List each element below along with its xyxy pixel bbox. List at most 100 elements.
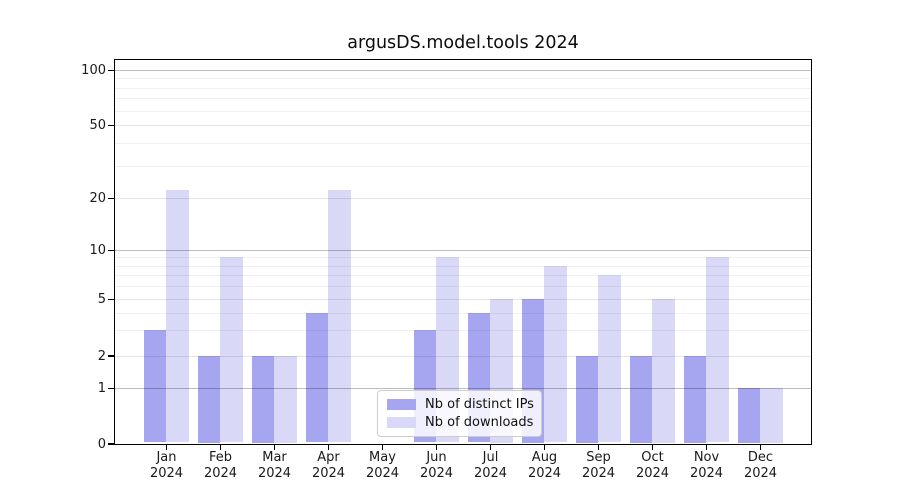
bar-ips-jan bbox=[143, 330, 166, 443]
x-tick-month: Feb bbox=[208, 450, 233, 465]
gridline-50 bbox=[115, 125, 811, 126]
gridline-minor-9 bbox=[115, 257, 811, 259]
x-tick-year: 2024 bbox=[203, 465, 238, 481]
bar-downloads-nov bbox=[706, 257, 729, 443]
gridline-minor-7 bbox=[115, 275, 811, 277]
x-tick-mark-may bbox=[381, 445, 384, 450]
x-tick-mark-oct bbox=[651, 445, 654, 450]
x-tick-month: Jul bbox=[482, 450, 499, 465]
x-tick-mark-apr bbox=[327, 445, 330, 450]
bar-ips-feb bbox=[197, 355, 220, 443]
y-tick-mark-100 bbox=[108, 69, 114, 72]
x-tick-label-feb: Feb 2024 bbox=[189, 450, 253, 481]
bar-downloads-sep bbox=[598, 275, 621, 443]
x-tick-year: 2024 bbox=[311, 465, 346, 481]
y-tick-mark-5 bbox=[108, 298, 114, 301]
x-tick-year: 2024 bbox=[365, 465, 400, 481]
legend-label-downloads: Nb of downloads bbox=[425, 414, 534, 430]
gridline-5 bbox=[115, 299, 811, 300]
legend-item-distinct-ips: Nb of distinct IPs bbox=[387, 398, 534, 411]
y-tick-label-5: 5 bbox=[97, 292, 106, 307]
x-tick-month: Jan bbox=[156, 450, 177, 465]
x-tick-label-dec: Dec 2024 bbox=[729, 450, 793, 481]
x-tick-mark-jan bbox=[165, 445, 168, 450]
bar-ips-sep bbox=[575, 355, 598, 443]
x-tick-year: 2024 bbox=[473, 465, 508, 481]
bar-downloads-oct bbox=[652, 299, 675, 443]
x-tick-month: Sep bbox=[586, 450, 611, 465]
gridline-minor-70 bbox=[115, 98, 811, 100]
x-tick-mark-jun bbox=[435, 445, 438, 450]
gridline-minor-60 bbox=[115, 110, 811, 112]
x-tick-month: Apr bbox=[317, 450, 340, 465]
gridline-minor-8 bbox=[115, 265, 811, 267]
y-tick-mark-50 bbox=[108, 124, 114, 127]
bar-ips-apr bbox=[305, 312, 328, 443]
x-tick-label-jan: Jan 2024 bbox=[135, 450, 199, 481]
bar-downloads-dec bbox=[760, 388, 783, 443]
x-tick-year: 2024 bbox=[149, 465, 184, 481]
x-tick-mark-mar bbox=[273, 445, 276, 450]
y-tick-mark-1 bbox=[108, 387, 114, 390]
bar-ips-oct bbox=[629, 355, 652, 443]
x-tick-month: Mar bbox=[262, 450, 287, 465]
y-tick-label-1: 1 bbox=[97, 381, 106, 396]
x-tick-mark-aug bbox=[543, 445, 546, 450]
gridline-major-1 bbox=[115, 388, 811, 389]
y-tick-label-10: 10 bbox=[89, 243, 106, 258]
gridline-minor-80 bbox=[115, 87, 811, 89]
x-tick-year: 2024 bbox=[527, 465, 562, 481]
bar-downloads-apr bbox=[328, 190, 351, 443]
x-tick-label-jul: Jul 2024 bbox=[459, 450, 523, 481]
x-tick-label-apr: Apr 2024 bbox=[297, 450, 361, 481]
y-tick-label-20: 20 bbox=[89, 191, 106, 206]
x-tick-label-mar: Mar 2024 bbox=[243, 450, 307, 481]
x-tick-label-aug: Aug 2024 bbox=[513, 450, 577, 481]
legend: Nb of distinct IPs Nb of downloads bbox=[377, 390, 542, 437]
gridline-minor-90 bbox=[115, 78, 811, 80]
x-tick-label-jun: Jun 2024 bbox=[405, 450, 469, 481]
x-tick-month: Oct bbox=[641, 450, 664, 465]
x-tick-mark-dec bbox=[759, 445, 762, 450]
x-tick-label-may: May 2024 bbox=[351, 450, 415, 481]
x-tick-year: 2024 bbox=[635, 465, 670, 481]
x-tick-mark-feb bbox=[219, 445, 222, 450]
x-tick-year: 2024 bbox=[419, 465, 454, 481]
gridline-minor-3 bbox=[115, 330, 811, 332]
gridline-minor-40 bbox=[115, 142, 811, 144]
y-tick-mark-10 bbox=[108, 249, 114, 252]
bar-downloads-aug bbox=[544, 265, 567, 443]
y-tick-label-2: 2 bbox=[97, 348, 106, 364]
x-tick-month: Aug bbox=[531, 450, 558, 465]
gridline-major-100 bbox=[115, 70, 811, 71]
x-tick-label-nov: Nov 2024 bbox=[675, 450, 739, 481]
gridline-minor-4 bbox=[115, 312, 811, 314]
x-tick-label-sep: Sep 2024 bbox=[567, 450, 631, 481]
x-tick-year: 2024 bbox=[743, 465, 778, 481]
y-tick-mark-0 bbox=[108, 443, 114, 445]
gridline-20 bbox=[115, 198, 811, 199]
x-tick-mark-jul bbox=[489, 445, 492, 450]
bar-ips-mar bbox=[251, 355, 274, 443]
x-tick-label-oct: Oct 2024 bbox=[621, 450, 685, 481]
gridline-minor-30 bbox=[115, 165, 811, 167]
y-tick-mark-2 bbox=[108, 355, 114, 357]
x-tick-year: 2024 bbox=[689, 465, 724, 481]
x-tick-year: 2024 bbox=[581, 465, 616, 481]
y-tick-label-0: 0 bbox=[97, 436, 106, 452]
bar-downloads-feb bbox=[220, 257, 243, 443]
legend-swatch-distinct-ips bbox=[387, 399, 416, 411]
y-tick-label-50: 50 bbox=[89, 118, 106, 133]
gridline-2 bbox=[115, 355, 811, 357]
grid-layer bbox=[115, 60, 811, 444]
gridline-minor-6 bbox=[115, 286, 811, 288]
x-tick-month: Nov bbox=[693, 450, 720, 465]
x-tick-year: 2024 bbox=[257, 465, 292, 481]
bar-downloads-mar bbox=[274, 355, 297, 443]
y-tick-mark-20 bbox=[108, 197, 114, 200]
gridline-major-10 bbox=[115, 250, 811, 251]
x-tick-month: May bbox=[369, 450, 396, 465]
legend-swatch-downloads bbox=[387, 416, 416, 428]
bar-ips-dec bbox=[737, 388, 760, 443]
